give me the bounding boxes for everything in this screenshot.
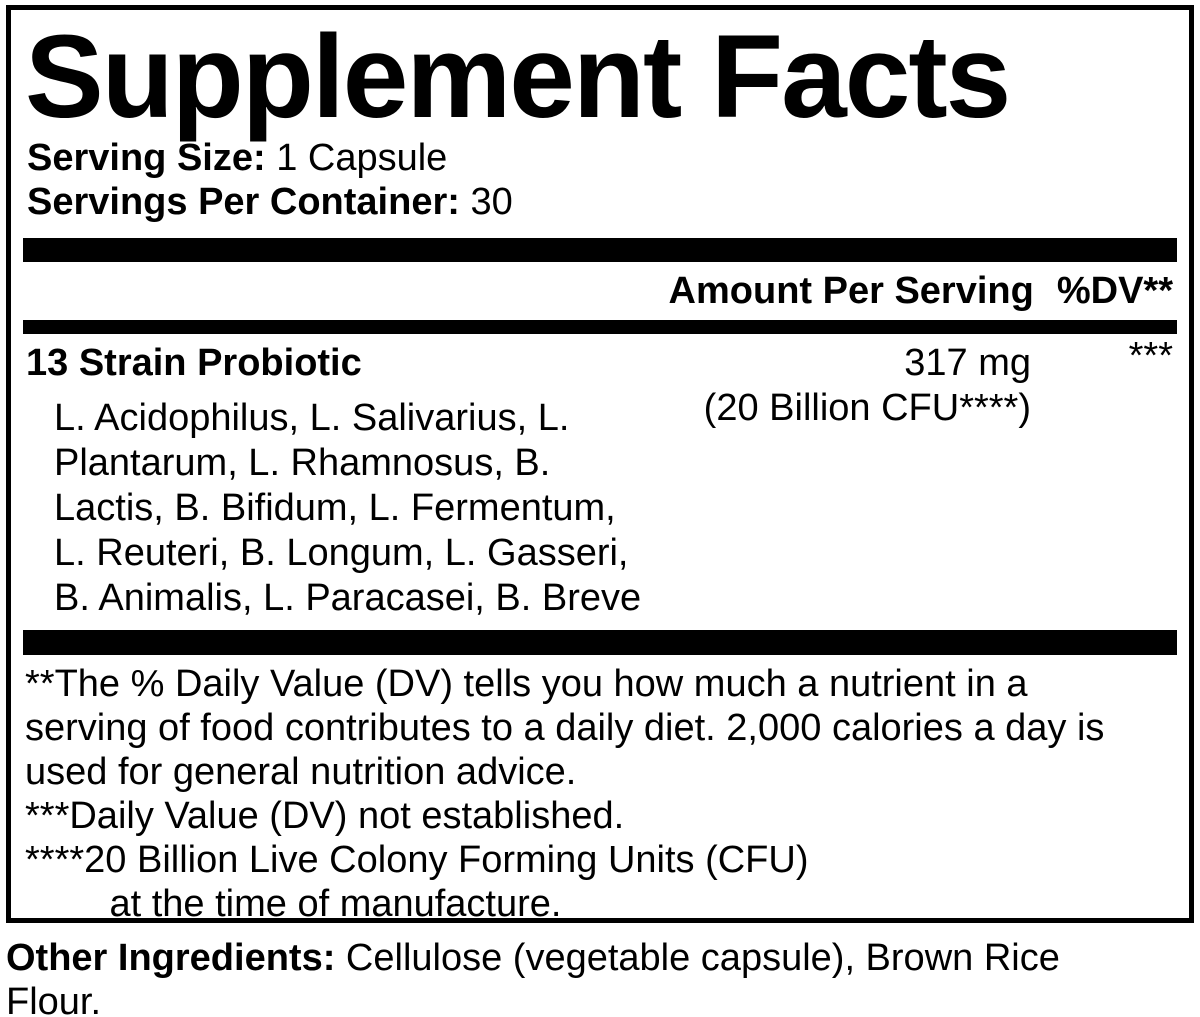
servings-per-container-line: Servings Per Container: 30 bbox=[11, 180, 1189, 224]
amount-per-serving-header: Amount Per Serving bbox=[668, 270, 1034, 312]
serving-size-value: 1 Capsule bbox=[265, 137, 448, 179]
nutrient-row: 13 Strain Probiotic 317 mg (20 Billion C… bbox=[11, 334, 1189, 621]
percent-dv-header: %DV** bbox=[1056, 270, 1173, 312]
other-ingredients-value: Cellulose (vegetable capsule), Brown Ric… bbox=[6, 937, 1060, 1017]
other-ingredients-label: Other Ingredients: bbox=[6, 937, 336, 979]
nutrient-dv-value: *** bbox=[1128, 335, 1173, 377]
thick-divider-top bbox=[23, 238, 1177, 262]
serving-size-label: Serving Size: bbox=[27, 137, 266, 179]
servings-per-container-value: 30 bbox=[459, 181, 513, 223]
column-header-row: Amount Per Serving %DV** bbox=[11, 262, 1189, 315]
nutrient-amount: 317 mg bbox=[904, 342, 1031, 384]
servings-per-container-label: Servings Per Container: bbox=[27, 181, 460, 223]
other-ingredients-paragraph: Other Ingredients: Cellulose (vegetable … bbox=[6, 936, 1106, 1017]
thick-divider-footnotes bbox=[23, 630, 1177, 655]
probiotic-strain-list: L. Acidophilus, L. Salivarius, L. Planta… bbox=[54, 397, 642, 619]
serving-size-line: Serving Size: 1 Capsule bbox=[11, 136, 1189, 180]
page-title: Supplement Facts bbox=[25, 11, 1011, 143]
nutrient-amount-block: 317 mg (20 Billion CFU****) bbox=[704, 341, 1031, 431]
nutrient-name: 13 Strain Probiotic bbox=[26, 342, 362, 384]
medium-divider-header bbox=[23, 320, 1177, 334]
facts-panel: Supplement Facts Serving Size: 1 Capsule… bbox=[6, 5, 1194, 923]
footnotes-text: **The % Daily Value (DV) tells you how m… bbox=[25, 663, 1105, 923]
nutrient-amount-detail: (20 Billion CFU****) bbox=[703, 387, 1031, 429]
